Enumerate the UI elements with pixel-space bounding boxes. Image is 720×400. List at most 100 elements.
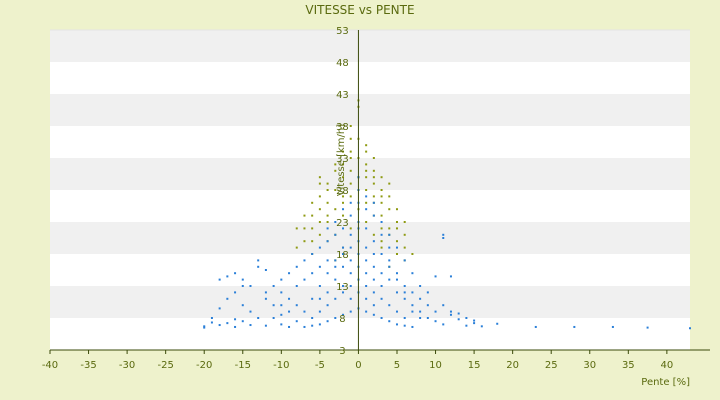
data-point — [380, 240, 383, 243]
data-point — [388, 182, 391, 185]
data-point — [380, 246, 383, 249]
data-point — [334, 221, 337, 223]
data-point — [311, 240, 314, 243]
plot-band — [50, 126, 690, 158]
data-point — [311, 214, 314, 217]
data-point — [372, 195, 375, 198]
data-point — [318, 221, 321, 223]
data-point — [349, 227, 352, 230]
data-point — [365, 189, 368, 191]
data-point — [303, 214, 306, 217]
data-point — [303, 310, 306, 313]
data-point — [334, 189, 337, 191]
data-point — [411, 325, 414, 328]
data-point — [249, 285, 252, 287]
data-point — [295, 320, 298, 323]
data-point — [434, 310, 437, 313]
data-point — [395, 227, 398, 230]
data-point — [365, 150, 368, 153]
y-axis-label: Vitesse [km/h] — [336, 124, 347, 196]
data-point — [434, 275, 437, 278]
data-point — [349, 137, 352, 140]
plot-band — [50, 318, 690, 350]
data-point — [303, 278, 306, 281]
data-point — [326, 304, 329, 307]
data-point — [388, 265, 391, 268]
chart-title: VITESSE vs PENTE — [305, 3, 414, 17]
data-point — [326, 259, 329, 262]
data-point — [380, 227, 383, 230]
data-point — [234, 291, 237, 294]
plot-band — [50, 286, 690, 318]
y-tick-label: 3 — [339, 346, 345, 357]
data-point — [403, 259, 406, 262]
data-point — [326, 227, 329, 230]
data-point — [349, 150, 352, 153]
data-point — [380, 221, 383, 223]
data-point — [342, 176, 345, 179]
x-tick-label: 5 — [394, 360, 400, 371]
data-point — [234, 318, 237, 321]
data-point — [419, 310, 422, 313]
data-point — [326, 272, 329, 275]
data-point — [218, 324, 221, 327]
data-point — [349, 297, 352, 300]
data-point — [411, 304, 414, 307]
x-axis-label: Pente [%] — [641, 377, 690, 388]
data-point — [372, 233, 375, 236]
data-point — [334, 169, 337, 172]
data-point — [411, 253, 414, 255]
data-point — [349, 259, 352, 262]
x-tick-label: -5 — [315, 360, 325, 371]
data-point — [311, 272, 314, 275]
data-point — [449, 310, 452, 313]
data-points — [203, 99, 691, 330]
data-point — [288, 272, 291, 275]
data-point — [334, 233, 337, 236]
data-point — [318, 285, 321, 287]
data-point — [318, 246, 321, 249]
data-point — [473, 322, 476, 325]
data-point — [465, 317, 468, 319]
y-tick-label: 8 — [339, 314, 345, 325]
data-point — [395, 291, 398, 294]
data-point — [388, 233, 391, 236]
data-point — [372, 313, 375, 316]
data-point — [234, 272, 237, 275]
data-point — [272, 317, 275, 319]
data-point — [326, 182, 329, 185]
plot-band — [50, 222, 690, 254]
data-point — [365, 272, 368, 275]
x-tick-label: -35 — [80, 360, 96, 371]
data-point — [349, 233, 352, 236]
data-point — [457, 318, 460, 321]
data-point — [365, 259, 368, 262]
data-point — [326, 201, 329, 204]
data-point — [311, 201, 314, 204]
data-point — [372, 265, 375, 268]
data-point — [311, 317, 314, 319]
data-point — [203, 325, 206, 328]
data-point — [411, 310, 414, 313]
y-tick-label: 23 — [336, 218, 349, 229]
data-point — [280, 278, 283, 281]
data-point — [342, 265, 345, 268]
data-point — [257, 265, 260, 268]
data-point — [395, 208, 398, 211]
data-point — [334, 208, 337, 211]
data-point — [419, 285, 422, 287]
data-point — [403, 233, 406, 236]
y-tick-label: 48 — [336, 58, 349, 69]
y-tick-label: 33 — [336, 154, 349, 165]
data-point — [573, 325, 576, 328]
data-point — [303, 240, 306, 243]
data-point — [388, 304, 391, 307]
data-point — [372, 291, 375, 294]
data-point — [318, 208, 321, 211]
data-point — [395, 221, 398, 223]
x-tick-label: -20 — [196, 360, 212, 371]
data-point — [395, 272, 398, 275]
data-point — [372, 201, 375, 204]
data-point — [365, 195, 368, 198]
data-point — [442, 233, 445, 236]
